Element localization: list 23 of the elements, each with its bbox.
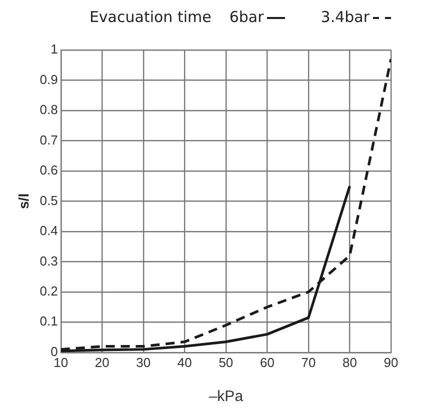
x-tick-label: 20 bbox=[94, 354, 110, 370]
y-tick-label: 0.2 bbox=[40, 284, 58, 298]
x-tick-label: 40 bbox=[177, 354, 192, 370]
chart-title: Evacuation time bbox=[89, 8, 212, 26]
x-tick-label: 50 bbox=[218, 354, 234, 370]
y-tick-label: 0.7 bbox=[40, 132, 58, 148]
y-tick-label: 0.3 bbox=[40, 253, 58, 268]
legend-label: 6bar bbox=[229, 8, 265, 26]
y-tick-label: 0.6 bbox=[40, 162, 58, 178]
x-tick-label: 60 bbox=[260, 354, 274, 370]
x-tick-label: 30 bbox=[136, 354, 151, 370]
x-tick-label: 70 bbox=[301, 354, 316, 370]
y-axis-title: s/l bbox=[15, 193, 32, 209]
legend-label: 3.4bar bbox=[320, 8, 371, 26]
y-tick-label: 0.9 bbox=[40, 72, 58, 87]
y-tick-label: 0.8 bbox=[40, 102, 58, 118]
y-tick-label: 0.4 bbox=[40, 223, 58, 238]
y-tick-label: 0.5 bbox=[40, 192, 58, 208]
y-tick-label: 1 bbox=[50, 42, 58, 57]
x-tick-label: 80 bbox=[342, 354, 357, 370]
y-tick-label: 0.1 bbox=[40, 314, 58, 329]
x-tick-label: 90 bbox=[384, 354, 398, 370]
x-axis-title: –kPa bbox=[208, 388, 244, 406]
